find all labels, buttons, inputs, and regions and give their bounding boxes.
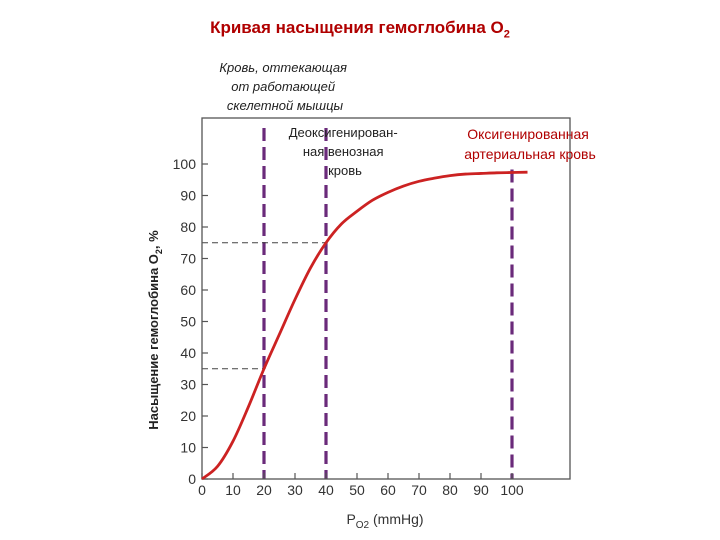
x-tick-label: 100	[500, 482, 524, 498]
y-tick-label: 40	[180, 345, 196, 361]
x-tick-label: 30	[287, 482, 303, 498]
x-tick-label: 50	[349, 482, 365, 498]
x-axis-label: PO2 (mmHg)	[346, 511, 423, 531]
x-tick-label: 0	[198, 482, 206, 498]
marker-lines	[202, 128, 514, 479]
x-axis-label-rest: (mmHg)	[369, 511, 423, 527]
y-tick-label: 80	[180, 219, 196, 235]
chart-title-text: Кривая насыщения гемоглобина O	[210, 18, 504, 37]
arterial-annotation: Оксигенированная артериальная кровь	[464, 126, 596, 162]
saturation-curve-layer	[201, 170, 528, 481]
y-tick-label: 0	[188, 471, 196, 487]
x-tick-label: 80	[442, 482, 458, 498]
x-tick-labels: 0 10 20 30 40 50 60 70 80 90 100	[198, 482, 524, 498]
y-tick-label: 20	[180, 408, 196, 424]
x-tick-label: 40	[318, 482, 334, 498]
y-axis-label-sub: 2	[154, 249, 164, 254]
y-tick-label: 50	[180, 314, 196, 330]
arterial-line-1: Оксигенированная	[467, 126, 589, 142]
working-muscle-line-3: скелетной мышцы	[227, 98, 344, 113]
y-tick-label: 10	[180, 440, 196, 456]
saturation-curve	[201, 170, 528, 481]
chart-title: Кривая насыщения гемоглобина O2	[0, 18, 720, 40]
y-axis-label-rest: , %	[146, 230, 161, 249]
y-tick-label: 70	[180, 251, 196, 267]
y-tick-label: 90	[180, 188, 196, 204]
x-tick-label: 90	[473, 482, 489, 498]
x-axis-label-main: P	[346, 511, 355, 527]
plot-frame	[201, 117, 571, 480]
x-tick-label: 20	[256, 482, 272, 498]
chart-axes	[201, 117, 571, 480]
y-tick-label: 100	[173, 156, 197, 172]
y-tick-label: 30	[180, 377, 196, 393]
venous-line-1: Деоксигенирован-	[289, 125, 398, 140]
y-axis-label: Насыщение гемоглобина O2, %	[146, 230, 164, 430]
venous-line-2: ная венозная	[303, 144, 384, 159]
y-axis-label-main: Насыщение гемоглобина O	[146, 254, 161, 430]
y-tick-labels: 0 10 20 30 40 50 60 70 80 90 100	[173, 156, 197, 487]
working-muscle-line-1: Кровь, оттекающая	[219, 60, 347, 75]
x-tick-label: 70	[411, 482, 427, 498]
chart-title-subscript: 2	[503, 28, 510, 41]
arterial-line-2: артериальная кровь	[464, 146, 596, 162]
venous-annotation: Деоксигенирован- ная венозная кровь	[289, 125, 402, 178]
y-tick-label: 60	[180, 282, 196, 298]
working-muscle-annotation: Кровь, оттекающая от работающей скелетно…	[219, 60, 350, 113]
working-muscle-line-2: от работающей	[231, 79, 335, 94]
x-axis-label-sub: O2	[356, 520, 370, 531]
x-tick-label: 60	[380, 482, 396, 498]
venous-line-3: кровь	[328, 163, 362, 178]
x-tick-label: 10	[225, 482, 241, 498]
